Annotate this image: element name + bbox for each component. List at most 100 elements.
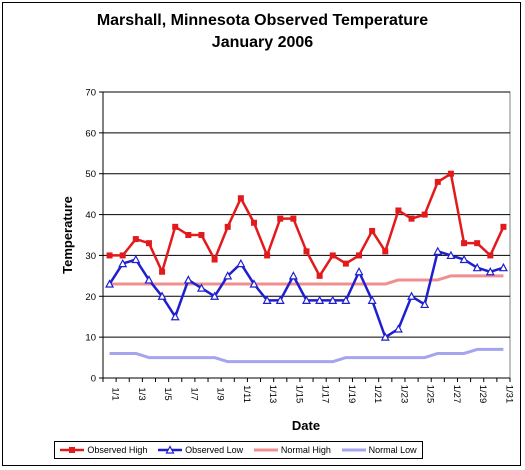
data-point <box>250 219 257 226</box>
legend-label: Observed Low <box>185 445 244 455</box>
data-point <box>303 248 310 255</box>
data-point <box>290 215 297 222</box>
chart-title-line1: Marshall, Minnesota Observed Temperature <box>96 12 429 29</box>
data-point <box>144 275 154 284</box>
data-point <box>446 250 456 260</box>
data-point <box>342 260 349 267</box>
data-point <box>500 223 507 230</box>
data-point <box>288 271 298 280</box>
legend-item: Normal Low <box>341 445 417 455</box>
series-line <box>109 347 504 364</box>
legend-swatch <box>158 445 183 454</box>
data-point <box>145 240 152 247</box>
x-tick-label: 1/25 <box>425 385 436 404</box>
legend-label: Observed High <box>87 445 148 455</box>
y-tick-label: 20 <box>85 292 96 303</box>
data-point <box>196 283 206 292</box>
x-tick-label: 1/19 <box>346 385 357 404</box>
y-tick-label: 70 <box>85 88 96 99</box>
data-point <box>185 232 192 238</box>
x-tick-label: 1/13 <box>267 385 278 404</box>
data-point <box>420 299 430 309</box>
legend: Observed High Observed Low Normal High Norm… <box>54 441 423 459</box>
x-tick-label: 1/7 <box>188 387 199 400</box>
chart-title-line2: January 2006 <box>211 34 314 51</box>
y-tick-label: 30 <box>85 251 96 262</box>
legend-item: Normal High <box>253 445 331 455</box>
data-point <box>277 215 284 222</box>
series-observed-high <box>106 170 507 279</box>
data-point <box>487 252 494 259</box>
x-tick-label: 1/1 <box>110 387 121 400</box>
series-normal-low <box>109 347 504 364</box>
x-tick-label: 1/3 <box>136 387 147 400</box>
y-axis-ticks: 0 10 20 30 40 50 60 70 <box>85 88 510 385</box>
data-point <box>119 252 126 259</box>
gridlines <box>103 91 510 338</box>
data-point <box>132 236 139 243</box>
data-point <box>393 324 403 333</box>
data-point <box>105 279 115 288</box>
x-tick-label: 1/23 <box>398 385 409 404</box>
x-tick-label: 1/11 <box>241 385 252 403</box>
y-tick-label: 10 <box>85 333 96 344</box>
data-point <box>316 272 323 279</box>
data-point <box>421 211 428 218</box>
x-tick-label: 1/31 <box>503 385 514 404</box>
legend-swatch <box>253 448 278 452</box>
y-tick-label: 40 <box>85 210 96 221</box>
data-point <box>461 240 468 247</box>
data-point <box>382 248 389 255</box>
data-point <box>407 291 417 300</box>
data-point <box>210 291 220 300</box>
legend-item: Observed High <box>60 445 147 455</box>
data-point <box>474 240 481 247</box>
data-point <box>237 195 244 202</box>
data-point <box>159 268 166 275</box>
data-point <box>131 254 141 264</box>
x-tick-label: 1/15 <box>293 385 304 404</box>
x-tick-label: 1/21 <box>372 385 383 404</box>
data-point <box>434 178 441 185</box>
legend-label: Normal Low <box>368 445 417 455</box>
x-tick-label: 1/27 <box>451 385 462 404</box>
data-point <box>183 275 193 284</box>
data-point <box>224 223 231 230</box>
data-point <box>315 295 325 304</box>
data-point <box>354 267 364 276</box>
data-point <box>433 246 443 255</box>
data-point <box>223 271 233 280</box>
series-normal-high <box>109 274 504 286</box>
data-point <box>369 227 376 234</box>
data-point <box>118 258 128 268</box>
data-point <box>485 267 495 276</box>
series-line <box>109 274 504 286</box>
legend-swatch <box>60 447 85 453</box>
x-tick-label: 1/9 <box>215 387 226 400</box>
data-point <box>157 291 167 300</box>
data-point <box>447 170 454 177</box>
data-point <box>356 252 363 259</box>
data-point <box>380 332 390 341</box>
data-point <box>275 295 285 304</box>
y-tick-label: 60 <box>85 128 96 139</box>
data-point <box>459 254 469 264</box>
x-axis-ticks: 1/1 1/3 1/5 1/7 1/9 1/11 1/13 1/15 1/17 1/19 1/21 1… <box>102 378 514 404</box>
data-point <box>264 252 271 259</box>
data-point <box>170 311 180 321</box>
data-point <box>172 223 179 230</box>
data-point <box>211 256 218 263</box>
y-tick-label: 0 <box>91 374 96 385</box>
data-point <box>329 252 336 259</box>
data-point <box>472 262 482 272</box>
data-point <box>408 215 415 222</box>
series-observed-low <box>105 246 508 341</box>
chart-title: Marshall, Minnesota Observed Temperature… <box>0 10 525 54</box>
data-point <box>367 295 377 304</box>
x-axis-label: Date <box>292 418 320 433</box>
series-layer <box>105 170 508 364</box>
plot-area <box>102 91 511 379</box>
y-axis-label: Temperature <box>60 196 75 274</box>
legend-label: Normal High <box>280 445 331 455</box>
